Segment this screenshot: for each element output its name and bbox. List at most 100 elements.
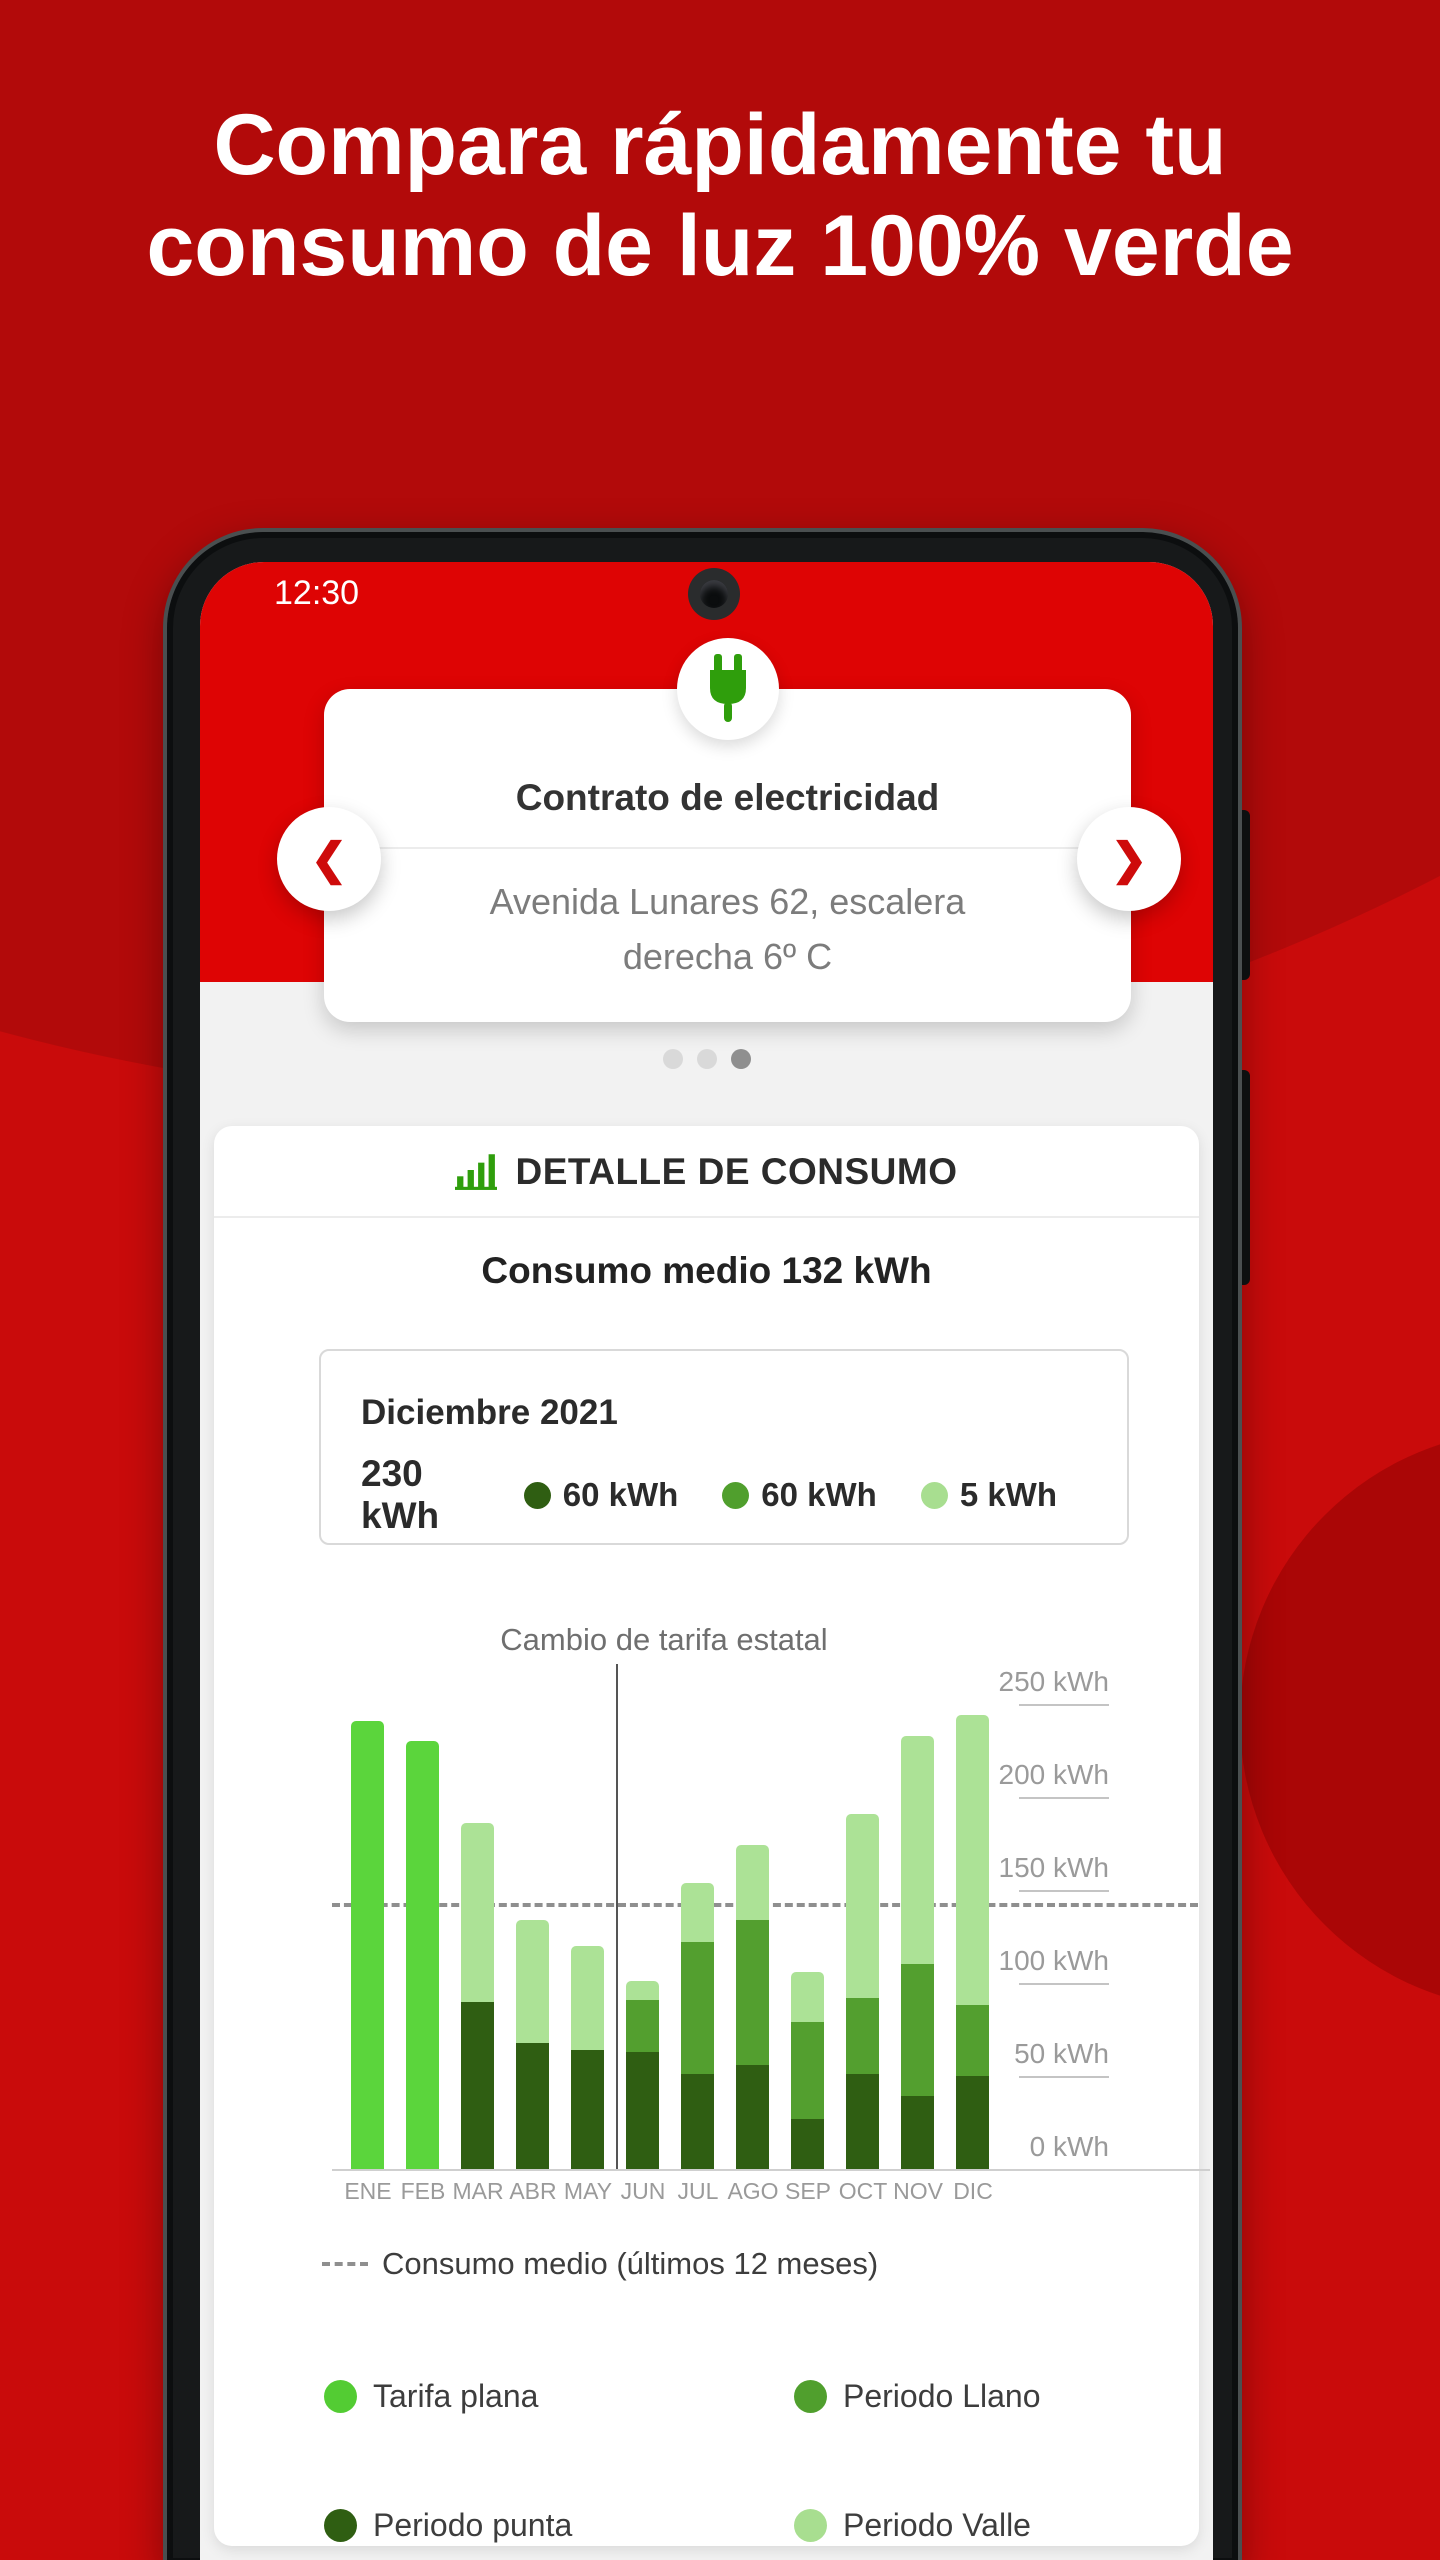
- bar-ene: [351, 1720, 384, 2169]
- consumption-card-title: DETALLE DE CONSUMO: [515, 1151, 958, 1192]
- carousel-prev-button[interactable]: ❮: [277, 807, 381, 911]
- x-label-ago: AGO: [727, 2178, 779, 2204]
- bar-segment: [516, 2042, 549, 2169]
- contract-card: Contrato de electricidad Avenida Lunares…: [324, 689, 1131, 1022]
- tooltip-dot-icon: [920, 1481, 948, 1509]
- phone-power-button: [1240, 1070, 1250, 1285]
- bar-segment: [791, 2118, 824, 2169]
- headline-line1: Compara rápidamente tu: [213, 97, 1227, 193]
- chart-title: Cambio de tarifa estatal: [500, 1622, 828, 1657]
- consumption-card-divider: [214, 1216, 1199, 1218]
- bar-segment: [461, 2001, 494, 2169]
- bar-segment: [791, 1971, 824, 2023]
- x-label-may: MAY: [563, 2178, 613, 2204]
- y-tick-line-100: [1019, 1983, 1109, 1985]
- tooltip-item-3: 5 kWh: [920, 1476, 1057, 1514]
- consumption-card: DETALLE DE CONSUMO Consumo medio 132 kWh…: [214, 1126, 1210, 2546]
- legend-average: Consumo medio (últimos 12 meses): [322, 2244, 878, 2284]
- bar-segment: [626, 2051, 659, 2169]
- y-tick-line-200: [1019, 1797, 1109, 1799]
- legend-dot-icon: [324, 2508, 357, 2542]
- plug-icon: [702, 652, 754, 727]
- tooltip-month: Diciembre 2021: [361, 1393, 618, 1432]
- legend-item-periodo-punta: Periodo punta: [324, 2505, 572, 2545]
- y-tick-label-250: 250 kWh: [998, 1666, 1110, 1697]
- legend-item-tarifa-plana: Tarifa plana: [324, 2376, 538, 2416]
- bar-segment: [406, 1741, 439, 2169]
- carousel-next-button[interactable]: ❯: [1077, 807, 1181, 911]
- bar-segment: [736, 1919, 769, 2065]
- bar-may: [571, 1945, 604, 2169]
- bar-segment: [681, 1882, 714, 1943]
- bar-segment: [626, 1999, 659, 2052]
- bar-abr: [516, 1919, 549, 2169]
- tooltip-total: 230 kWh: [361, 1453, 440, 1536]
- bar-feb: [406, 1741, 439, 2169]
- carousel-dots: [200, 1049, 1213, 1069]
- y-tick-label-50: 50 kWh: [1014, 2038, 1109, 2069]
- bar-oct: [846, 1813, 879, 2169]
- carousel-dot-1[interactable]: [662, 1049, 683, 1069]
- month-tooltip: Diciembre 2021 230 kWh 60 kWh 60 kWh 5 kWh: [319, 1349, 1129, 1545]
- status-icons: [1206, 576, 1213, 612]
- legend-dot-icon: [794, 2508, 827, 2542]
- wifi-icon: [1206, 578, 1213, 611]
- chevron-right-icon: ❯: [1110, 834, 1148, 884]
- x-label-abr: ABR: [509, 2178, 557, 2204]
- bar-segment: [571, 1945, 604, 2050]
- tariff-change-marker-line: [616, 1664, 618, 2169]
- carousel-dot-3-active[interactable]: [730, 1049, 751, 1069]
- bar-dic: [956, 1715, 989, 2169]
- y-tick-label-0: 0 kWh: [1029, 2131, 1109, 2162]
- status-time: 12:30: [274, 574, 360, 612]
- camera-lens: [700, 580, 728, 608]
- phone-mockup: 12:30 Contrato de electricidad: [163, 528, 1242, 2560]
- carousel-dot-2[interactable]: [696, 1049, 717, 1069]
- phone-volume-button: [1240, 810, 1250, 980]
- tooltip-item-2: 60 kWh: [722, 1476, 877, 1514]
- background-circle-right: [1240, 1430, 1440, 2010]
- x-label-nov: NOV: [893, 2178, 943, 2204]
- y-tick-line-150: [1019, 1890, 1109, 1892]
- bar-segment: [901, 1735, 934, 1965]
- front-camera: [688, 568, 740, 620]
- bar-segment: [846, 1813, 879, 1998]
- legend-item-periodo-valle: Periodo Valle: [794, 2505, 1031, 2545]
- chart-layer: Cambio de tarifa estatal 0 kWh 50 kWh 100 k…: [214, 1126, 1210, 2546]
- bar-mar: [461, 1823, 494, 2169]
- dashed-line-icon: [322, 2262, 368, 2266]
- x-axis-line: [332, 2169, 1210, 2171]
- bar-sep: [791, 1971, 824, 2169]
- bar-segment: [736, 1845, 769, 1920]
- y-tick-line-250: [1019, 1704, 1109, 1706]
- average-consumption-title: Consumo medio 132 kWh: [481, 1250, 932, 1291]
- x-label-sep: SEP: [784, 2178, 832, 2204]
- y-tick-label-150: 150 kWh: [998, 1852, 1110, 1883]
- contract-address-line2: derecha 6º C: [622, 936, 833, 977]
- bar-segment: [846, 2074, 879, 2169]
- tooltip-values-row: 230 kWh 60 kWh 60 kWh 5 kWh: [361, 1453, 1101, 1537]
- legend-average-label: Consumo medio (últimos 12 meses): [382, 2246, 879, 2281]
- bar-segment: [736, 2064, 769, 2169]
- bar-segment: [956, 1715, 989, 2006]
- tooltip-item-1: 60 kWh: [523, 1476, 678, 1514]
- consumption-card-header: DETALLE DE CONSUMO: [214, 1146, 1199, 1198]
- bar-segment: [901, 1964, 934, 2097]
- y-tick-label-100: 100 kWh: [998, 1945, 1110, 1976]
- x-label-jun: JUN: [620, 2178, 666, 2204]
- bar-nov: [901, 1735, 934, 2169]
- plug-badge: [677, 638, 779, 740]
- x-label-feb: FEB: [400, 2178, 446, 2204]
- contract-address-line1: Avenida Lunares 62, escalera: [489, 881, 966, 922]
- bar-segment: [956, 2075, 989, 2169]
- bar-segment: [516, 1919, 549, 2043]
- x-label-jul: JUL: [677, 2178, 719, 2204]
- phone-screen: 12:30 Contrato de electricidad: [200, 562, 1213, 2560]
- contract-title: Contrato de electricidad: [515, 777, 940, 818]
- x-label-dic: DIC: [953, 2178, 993, 2204]
- contract-divider: [324, 847, 1131, 849]
- x-label-oct: OCT: [838, 2178, 888, 2204]
- bar-jul: [681, 1882, 714, 2169]
- headline-line2: consumo de luz 100% verde: [146, 198, 1294, 295]
